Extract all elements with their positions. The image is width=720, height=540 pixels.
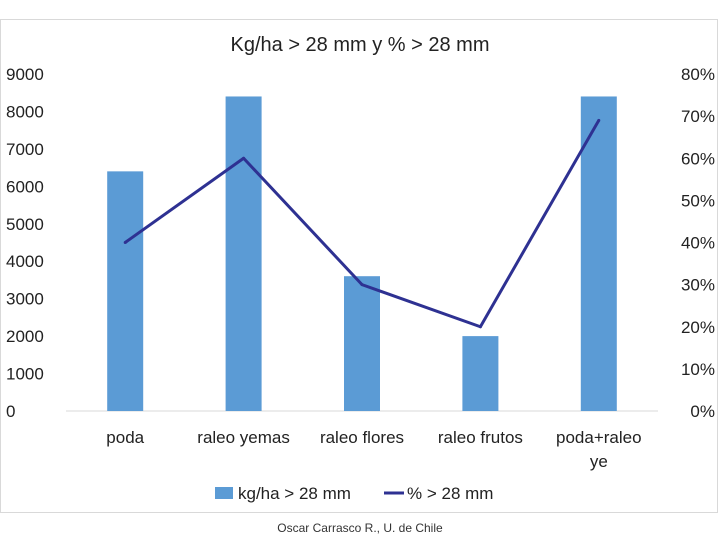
y-right-tick-label: 10% — [681, 360, 715, 379]
line-layer — [123, 118, 601, 329]
bar — [344, 276, 380, 411]
y-right-tick-label: 80% — [681, 65, 715, 84]
y-right-tick-label: 20% — [681, 318, 715, 337]
y-left-tick-label: 8000 — [6, 102, 44, 121]
y-right-tick-label: 60% — [681, 149, 715, 168]
axes-layer: 0 1000 2000 3000 4000 5000 6000 7000 8000 9000 0% 1… — [6, 65, 715, 471]
y-right-tick-label: 40% — [681, 234, 715, 253]
x-tick-label: poda — [106, 428, 144, 447]
bar — [225, 96, 262, 411]
y-right-tick-label: 50% — [681, 191, 715, 210]
legend-label-line: % > 28 mm — [407, 484, 493, 503]
y-left-tick-label: 6000 — [6, 177, 44, 196]
y-left-tick-label: 9000 — [6, 65, 44, 84]
line-point — [123, 241, 127, 244]
y-right-tick-label: 30% — [681, 276, 715, 295]
y-left-tick-label: 3000 — [6, 290, 44, 309]
chart-title: Kg/ha > 28 mm y % > 28 mm — [231, 34, 490, 56]
legend-swatch-bar — [215, 487, 233, 499]
line-point — [478, 325, 482, 329]
footer-credit: Oscar Carrasco R., U. de Chile — [277, 521, 443, 535]
y-right-tick-label: 70% — [681, 107, 715, 126]
y-left-tick-label: 5000 — [6, 215, 44, 234]
line-point — [242, 156, 246, 160]
y-left-tick-label: 2000 — [6, 327, 44, 346]
bar — [580, 96, 617, 411]
y-right-tick-label: 0% — [690, 402, 715, 421]
bar — [107, 171, 144, 411]
legend-label-bar: kg/ha > 28 mm — [238, 484, 351, 503]
line-point — [360, 283, 364, 287]
y-left-tick-label: 4000 — [6, 252, 44, 271]
x-tick-label: raleo flores — [320, 428, 404, 447]
x-tick-label: raleo yemas — [197, 428, 290, 447]
x-tick-label: raleo frutos — [438, 428, 523, 447]
chart-frame — [0, 19, 718, 513]
bars-layer — [107, 96, 617, 411]
line-point — [597, 118, 601, 122]
legend: kg/ha > 28 mm % > 28 mm — [215, 484, 493, 503]
y-left-tick-label: 1000 — [6, 365, 44, 384]
y-left-tick-label: 7000 — [6, 140, 44, 159]
y-left-tick-label: 0 — [6, 402, 15, 421]
x-tick-label: poda+raleo ye — [556, 428, 642, 471]
bar — [462, 336, 499, 411]
